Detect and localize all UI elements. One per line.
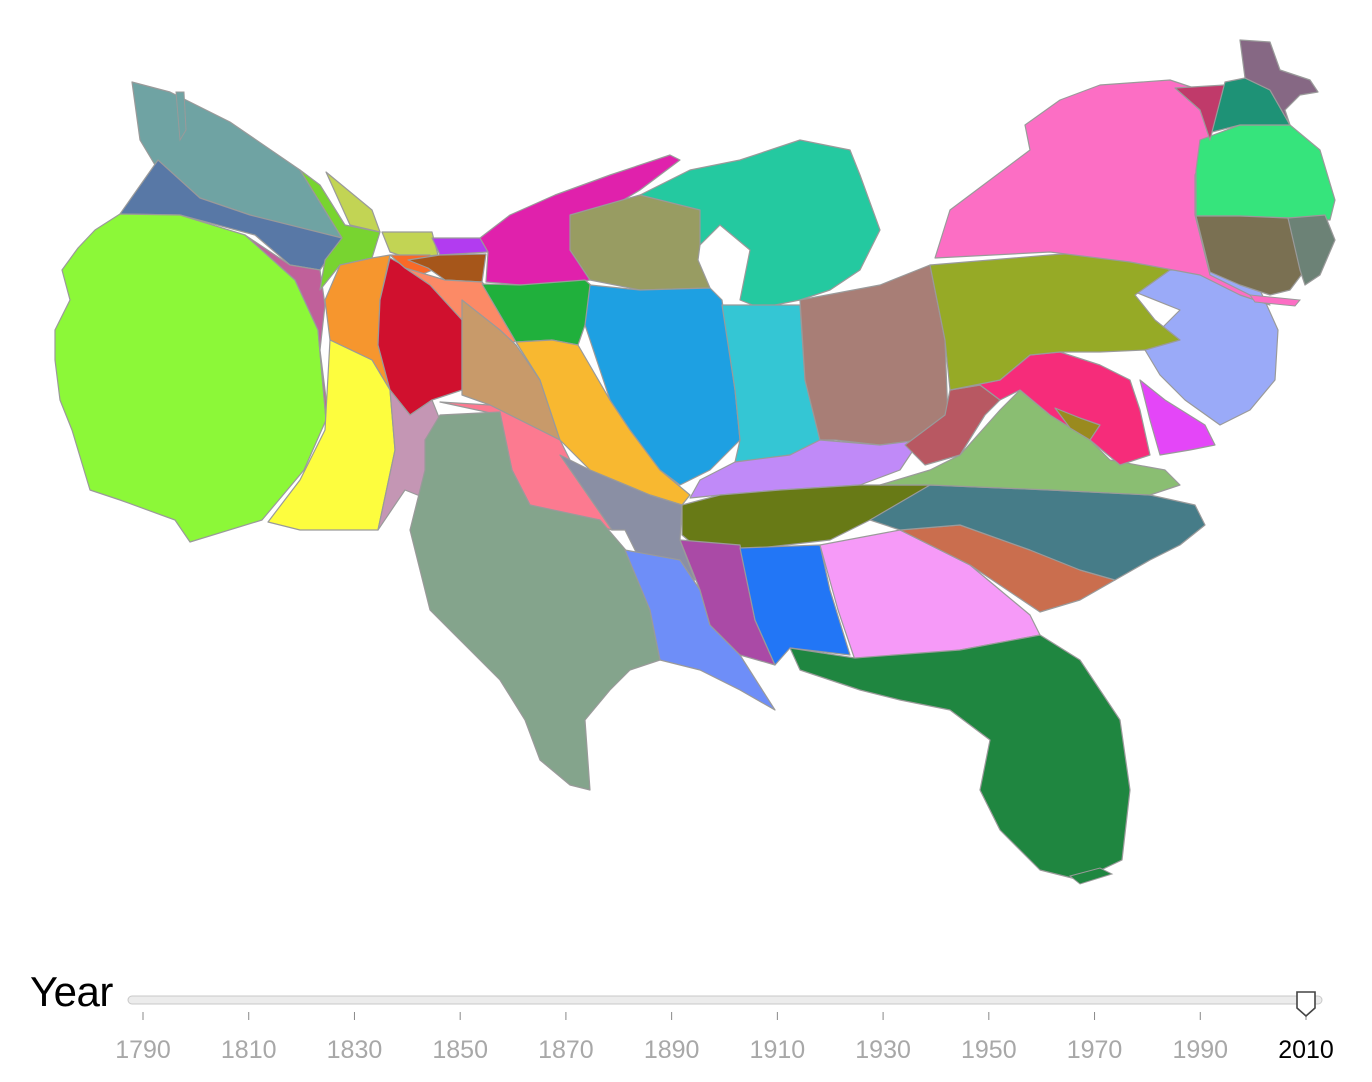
state-virginia[interactable]: [879, 389, 1181, 496]
tick-label-1970[interactable]: 1970: [1067, 1036, 1123, 1064]
tick-label-1990[interactable]: 1990: [1172, 1036, 1228, 1064]
state-nevada[interactable]: [244, 234, 331, 431]
year-slider[interactable]: 1790 1810 1830 1850 1870 1890 1910 1930 1950 1970…: [0, 970, 1372, 1082]
state-connecticut[interactable]: [1195, 215, 1306, 296]
tick-label-1870[interactable]: 1870: [538, 1036, 594, 1064]
state-north-dakota[interactable]: [431, 237, 489, 256]
state-illinois[interactable]: [584, 284, 741, 486]
state-maine[interactable]: [1239, 39, 1319, 126]
tick-label-2010[interactable]: 2010: [1278, 1036, 1334, 1064]
slider-handle[interactable]: [1296, 991, 1316, 1018]
tick-label-1910[interactable]: 1910: [750, 1036, 806, 1064]
island-florida-keys: [1068, 867, 1114, 885]
state-texas[interactable]: [409, 411, 661, 791]
state-montana[interactable]: [325, 171, 381, 233]
tick-label-1890[interactable]: 1890: [644, 1036, 700, 1064]
state-vermont[interactable]: [1174, 84, 1226, 141]
state-massachusetts[interactable]: [1195, 124, 1336, 221]
slider-axis: 1790 1810 1830 1850 1870 1890 1910 1930 1950 1970…: [115, 1012, 1334, 1064]
state-florida[interactable]: [789, 634, 1131, 881]
tick-label-1790[interactable]: 1790: [115, 1036, 171, 1064]
island-puget: [175, 91, 187, 142]
tick-label-1830[interactable]: 1830: [327, 1036, 383, 1064]
cartogram-map: [54, 39, 1336, 885]
tick-label-1930[interactable]: 1930: [855, 1036, 911, 1064]
tick-label-1950[interactable]: 1950: [961, 1036, 1017, 1064]
state-delaware[interactable]: [1139, 379, 1216, 456]
state-louisiana[interactable]: [624, 549, 776, 711]
state-arizona[interactable]: [267, 339, 396, 531]
state-missouri[interactable]: [515, 339, 691, 506]
slider-track[interactable]: [127, 995, 1323, 1005]
tick-label-1810[interactable]: 1810: [221, 1036, 277, 1064]
state-michigan[interactable]: [639, 139, 881, 309]
tick-label-1850[interactable]: 1850: [432, 1036, 488, 1064]
state-rhode-island[interactable]: [1287, 214, 1336, 286]
year-label: Year: [30, 968, 113, 1015]
island-long-island: [1248, 294, 1301, 307]
state-dc[interactable]: [1054, 407, 1101, 441]
state-kentucky[interactable]: [689, 439, 921, 499]
state-wyoming[interactable]: [381, 231, 439, 259]
